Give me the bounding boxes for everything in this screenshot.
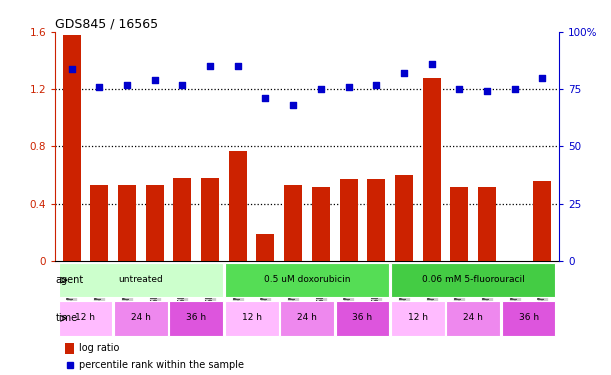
- Bar: [62, 35, 81, 261]
- Bar: [114, 301, 167, 336]
- Bar: [59, 263, 223, 297]
- Point: [178, 82, 188, 88]
- Bar: [145, 185, 164, 261]
- Text: 24 h: 24 h: [297, 313, 317, 322]
- Bar: [340, 179, 357, 261]
- Bar: [201, 178, 219, 261]
- Point: [538, 75, 547, 81]
- Point: [67, 66, 76, 72]
- Text: untreated: untreated: [119, 275, 163, 284]
- Text: 24 h: 24 h: [463, 313, 483, 322]
- Point: [455, 86, 464, 92]
- Bar: [59, 301, 112, 336]
- Bar: [391, 301, 445, 336]
- Text: GDS845 / 16565: GDS845 / 16565: [55, 18, 158, 31]
- Text: 36 h: 36 h: [353, 313, 373, 322]
- Bar: [312, 187, 330, 261]
- Point: [426, 61, 436, 67]
- Bar: [478, 187, 496, 261]
- Bar: [284, 185, 302, 261]
- Bar: [502, 301, 555, 336]
- Text: 12 h: 12 h: [408, 313, 428, 322]
- Bar: [423, 78, 441, 261]
- Point: [288, 102, 298, 108]
- Bar: [225, 263, 389, 297]
- Point: [95, 84, 104, 90]
- Bar: [335, 301, 389, 336]
- Bar: [257, 234, 274, 261]
- Text: 36 h: 36 h: [519, 313, 539, 322]
- Bar: [174, 178, 191, 261]
- Text: 12 h: 12 h: [241, 313, 262, 322]
- Text: log ratio: log ratio: [79, 343, 120, 353]
- Point: [122, 82, 132, 88]
- Bar: [533, 181, 552, 261]
- Bar: [90, 185, 108, 261]
- Text: 36 h: 36 h: [186, 313, 207, 322]
- Bar: [395, 175, 413, 261]
- Text: 24 h: 24 h: [131, 313, 151, 322]
- Point: [482, 88, 492, 94]
- Bar: [447, 301, 500, 336]
- Point: [371, 82, 381, 88]
- Bar: [391, 263, 555, 297]
- Text: 12 h: 12 h: [75, 313, 95, 322]
- Point: [150, 77, 159, 83]
- Bar: [225, 301, 279, 336]
- Bar: [280, 301, 334, 336]
- Bar: [450, 187, 469, 261]
- Point: [343, 84, 353, 90]
- Text: time: time: [56, 314, 78, 323]
- Bar: [169, 301, 223, 336]
- Text: 0.5 uM doxorubicin: 0.5 uM doxorubicin: [264, 275, 350, 284]
- Point: [316, 86, 326, 92]
- Point: [399, 70, 409, 76]
- Text: percentile rank within the sample: percentile rank within the sample: [79, 360, 244, 370]
- Point: [510, 86, 519, 92]
- Text: 0.06 mM 5-fluorouracil: 0.06 mM 5-fluorouracil: [422, 275, 525, 284]
- Bar: [229, 151, 247, 261]
- Point: [261, 95, 271, 101]
- Text: agent: agent: [56, 275, 84, 285]
- Point: [233, 63, 243, 69]
- Bar: [65, 343, 74, 354]
- Point: [205, 63, 215, 69]
- Bar: [367, 179, 386, 261]
- Bar: [118, 185, 136, 261]
